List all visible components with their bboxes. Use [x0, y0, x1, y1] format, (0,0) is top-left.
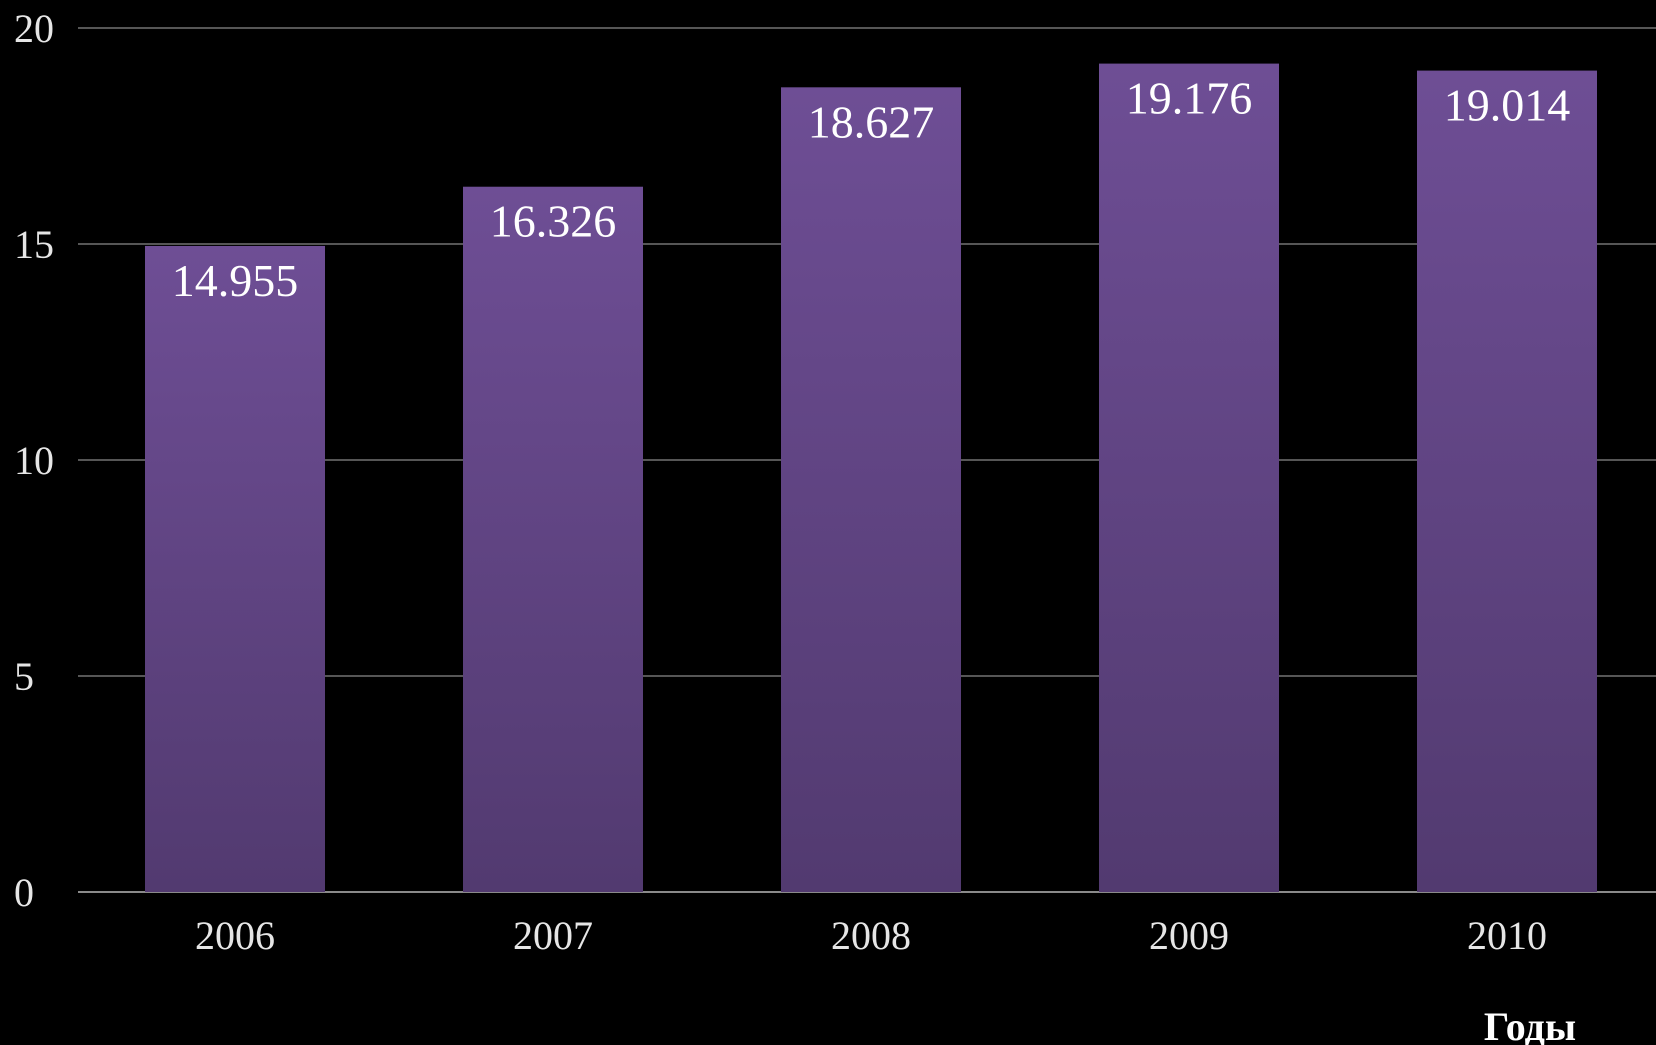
- x-tick-label-2007: 2007: [513, 913, 593, 958]
- y-tick-label: 10: [14, 438, 54, 483]
- data-label-2008: 18.627: [808, 96, 935, 147]
- bar-2009: [1099, 63, 1279, 892]
- y-tick-label: 0: [14, 870, 34, 915]
- data-labels: 14.955 16.326 18.627 19.176 19.014: [172, 73, 1571, 306]
- bar-2007: [463, 186, 643, 892]
- x-axis: 2006 2007 2008 2009 2010: [195, 913, 1547, 958]
- y-tick-label: 5: [14, 654, 34, 699]
- data-label-2010: 19.014: [1444, 80, 1571, 131]
- x-tick-label-2008: 2008: [831, 913, 911, 958]
- x-tick-label-2009: 2009: [1149, 913, 1229, 958]
- bars: [145, 63, 1597, 893]
- data-label-2006: 14.955: [172, 255, 299, 306]
- data-label-2007: 16.326: [490, 196, 617, 247]
- x-axis-title: Годы: [1484, 1004, 1576, 1045]
- y-tick-label: 20: [14, 6, 54, 51]
- bar-2006: [145, 245, 325, 893]
- y-tick-label: 15: [14, 222, 54, 267]
- bar-2010: [1417, 70, 1597, 892]
- x-tick-label-2010: 2010: [1467, 913, 1547, 958]
- bar-2008: [781, 87, 961, 892]
- y-axis: 0 5 10 15 20: [14, 6, 54, 915]
- data-label-2009: 19.176: [1126, 73, 1253, 124]
- x-tick-label-2006: 2006: [195, 913, 275, 958]
